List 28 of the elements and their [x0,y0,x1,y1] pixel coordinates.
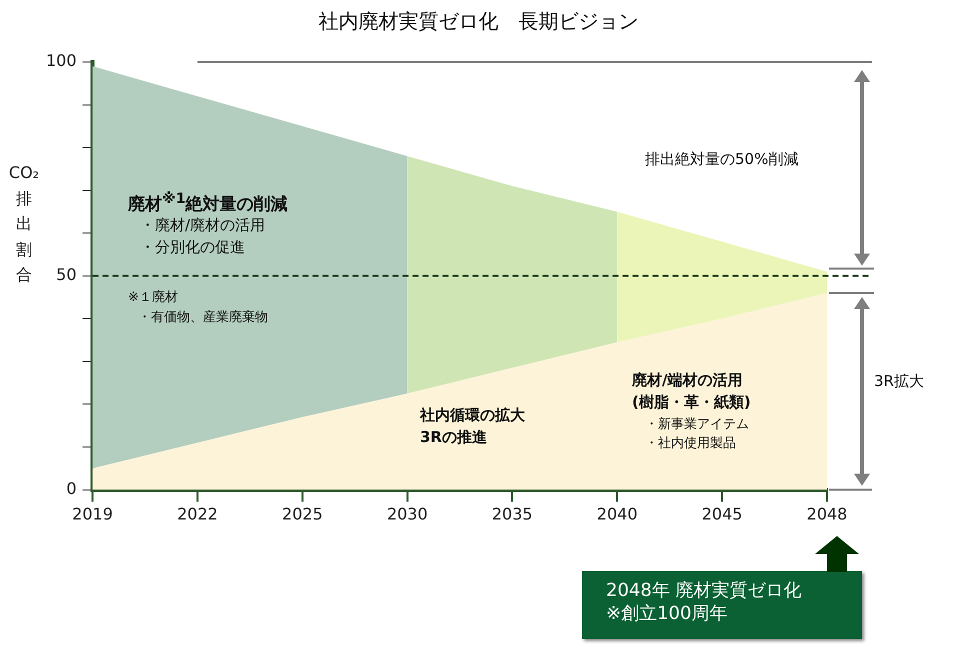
x-tick-label: 2045 [702,504,742,524]
x-tick-label: 2022 [177,504,218,524]
annotation: 排出絶対量の50%削減 [645,150,798,170]
annotation: ・新事業アイテム [645,417,749,434]
annotation: 廃材/端材の活用 [632,371,742,390]
annotation: ・分別化の促進 [140,238,245,258]
annotation: ・有価物、産業廃棄物 [138,310,268,327]
annotation: ※１廃材 [128,290,178,307]
x-tick-label: 2040 [596,504,638,524]
annotation: 社内循環の拡大 [420,406,525,426]
x-tick-label: 2030 [386,504,428,524]
y-tick-label: 0 [66,478,77,498]
x-tick-label: 2019 [72,504,113,524]
y-tick-label: 100 [46,51,77,70]
annotation: (樹脂・革・紙類) [632,393,751,412]
text: ※創立100周年 [606,603,728,624]
text: 3R拡大 [874,372,924,392]
x-tick-label: 2048 [806,504,848,524]
annotation: 3Rの推進 [420,428,487,448]
x-tick-label: 2035 [492,504,533,524]
text: 2048年 廃材実質ゼロ化 [606,580,802,601]
chart-title: 社内廃材実質ゼロ化 長期ビジョン [318,8,640,35]
x-tick-label: 2025 [282,504,323,524]
annotation: ・社内使用製品 [645,436,736,453]
y-tick-label: 50 [56,265,77,284]
annotation: ・廃材/廃材の活用 [140,216,266,236]
annotation: 廃材$^{※1}$絶対量の削減 [128,190,288,216]
y-axis-title: CO₂排出割合 [8,162,40,286]
